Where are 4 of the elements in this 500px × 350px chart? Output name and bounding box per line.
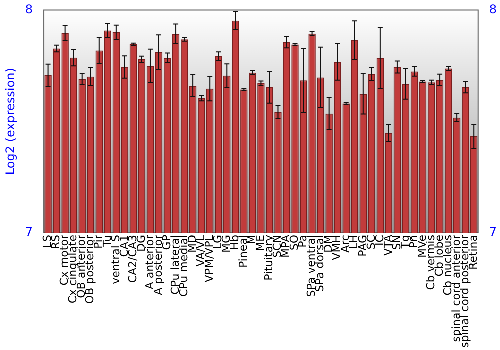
y2-tick-label: 7 bbox=[489, 225, 498, 240]
x-tick-label: Pituitary bbox=[262, 234, 276, 281]
y2-tick-label: 8 bbox=[489, 2, 498, 16]
y-axis-title: Log2 (expression) bbox=[3, 68, 18, 176]
